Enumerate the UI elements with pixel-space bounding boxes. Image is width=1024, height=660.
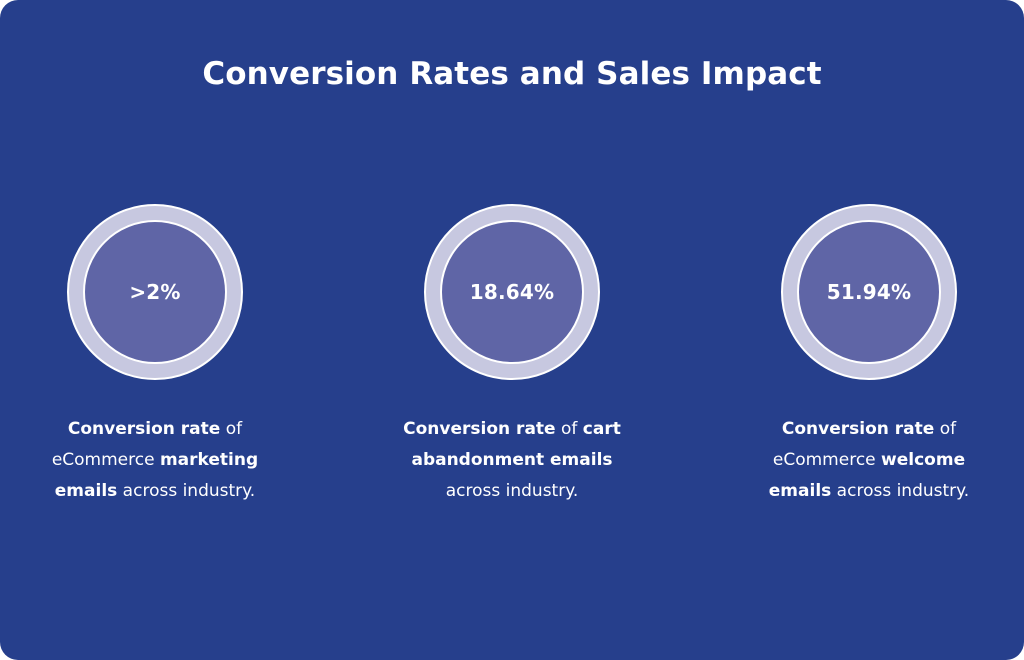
stat-marketing-emails: >2% Conversion rate of eCommerce marketi… (25, 204, 285, 507)
page-title: Conversion Rates and Sales Impact (202, 56, 822, 92)
stat-description-bold: Conversion rate (403, 419, 556, 439)
stat-ring: 18.64% (424, 204, 600, 380)
stat-description-line: across industry. (382, 476, 642, 507)
stat-description-line: Conversion rate of (739, 414, 999, 445)
stat-description-bold: abandonment emails (411, 450, 613, 470)
stat-value: 18.64% (469, 280, 555, 304)
stat-description-bold: Conversion rate (781, 419, 935, 439)
stat-disc: 51.94% (797, 220, 941, 364)
stat-description-bold: welcome (881, 450, 966, 470)
stat-description-text: across industry. (831, 481, 970, 501)
stat-description-bold: marketing (159, 450, 259, 470)
stat-value: 51.94% (826, 280, 912, 304)
stat-description: Conversion rate of eCommerce marketing e… (25, 414, 285, 507)
stat-description-line: emails across industry. (25, 476, 285, 507)
stat-description-line: Conversion rate of (25, 414, 285, 445)
stat-description-line: abandonment emails (382, 445, 642, 476)
stat-description: Conversion rate of cart abandonment emai… (382, 414, 642, 507)
stat-description-bold: emails (768, 481, 832, 501)
stat-description-line: Conversion rate of cart (382, 414, 642, 445)
stat-description-line: emails across industry. (739, 476, 999, 507)
stat-ring: >2% (67, 204, 243, 380)
stat-description-text: of (555, 419, 583, 439)
stat-welcome-emails: 51.94% Conversion rate of eCommerce welc… (739, 204, 999, 507)
stat-description: Conversion rate of eCommerce welcome ema… (739, 414, 999, 507)
stat-description-text: eCommerce (51, 450, 160, 470)
stat-description-bold: Conversion rate (67, 419, 221, 439)
stat-value: >2% (129, 280, 181, 304)
stat-ring: 51.94% (781, 204, 957, 380)
stat-description-text: eCommerce (772, 450, 882, 470)
stat-cart-abandonment-emails: 18.64% Conversion rate of cart abandonme… (382, 204, 642, 507)
stat-description-text: of (220, 419, 243, 439)
stat-description-bold: emails (54, 481, 118, 501)
stat-description-line: eCommerce welcome (739, 445, 999, 476)
stat-description-text: across industry. (117, 481, 256, 501)
stat-description-text: of (934, 419, 957, 439)
stat-disc: 18.64% (440, 220, 584, 364)
stat-description-line: eCommerce marketing (25, 445, 285, 476)
stat-disc: >2% (83, 220, 227, 364)
stat-description-text: across industry. (445, 481, 579, 501)
stat-description-bold: cart (582, 419, 621, 439)
